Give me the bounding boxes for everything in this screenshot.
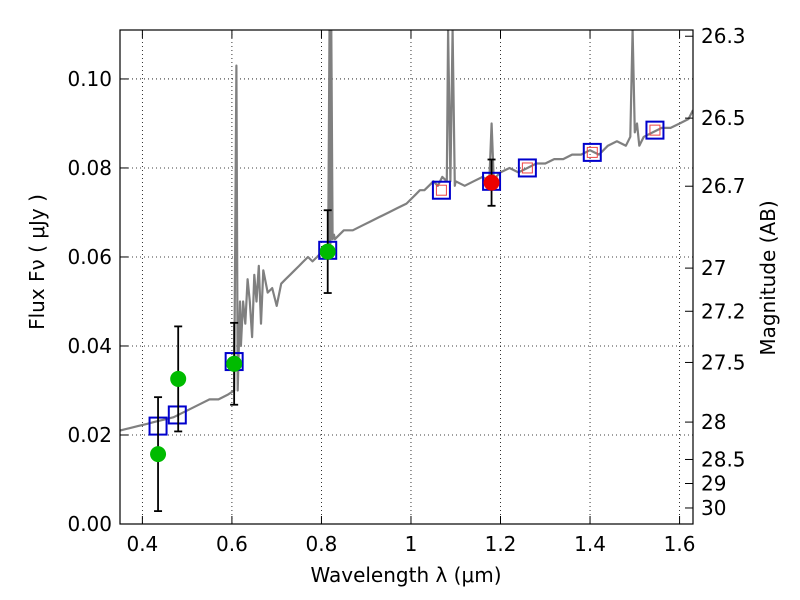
plot-area: [120, 30, 693, 512]
mag-tick-label: 27.2: [701, 299, 746, 323]
x-tick-label: 1.4: [574, 532, 606, 556]
y2-axis-label: Magnitude (AB): [756, 200, 780, 355]
plot-frame: [119, 29, 694, 525]
x-tick-label: 0.6: [216, 532, 248, 556]
model-square-marker: [582, 142, 602, 162]
x-tick-label: 1.2: [485, 532, 517, 556]
model-inner-marker: [435, 184, 447, 196]
y-tick-label: 0.10: [67, 67, 112, 91]
mag-tick-label: 30: [701, 496, 726, 520]
y-tick-label: 0.00: [67, 512, 112, 536]
mag-tick-label: 29: [701, 472, 726, 496]
x-tick-label: 1: [405, 532, 418, 556]
spectrum-line: [120, 30, 693, 432]
x-tick-label: 0.8: [306, 532, 338, 556]
mag-tick-label: 28: [701, 410, 726, 434]
model-square-marker: [517, 158, 537, 178]
mag-tick-label: 26.5: [701, 106, 746, 130]
mag-tick-label: 26.3: [701, 24, 746, 48]
x-tick-label: 1.6: [664, 532, 696, 556]
mag-tick-label: 27.5: [701, 350, 746, 374]
model-inner-marker: [649, 124, 661, 136]
y-tick-label: 0.04: [67, 334, 112, 358]
observed-green-point: [150, 446, 167, 463]
model-inner-marker: [521, 162, 533, 174]
model-square-marker: [645, 120, 665, 140]
x-tick-label: 0.4: [126, 532, 158, 556]
mag-tick-label: 27: [701, 256, 726, 280]
y-axis-label: Flux Fν ( μJy ): [25, 194, 49, 330]
model-inner-marker: [586, 146, 598, 158]
ticks: 0.4 0.6 0.8 1 1.2 1.4 1.6 0.00 0.02 0.04 0.06 0.08 0…: [67, 24, 745, 556]
model-square-marker: [431, 180, 451, 200]
observed-green-point: [170, 370, 187, 387]
x-axis-label: Wavelength λ (μm): [310, 563, 501, 587]
y-tick-label: 0.06: [67, 245, 112, 269]
observed-red-point: [483, 174, 500, 191]
plot-background: [120, 30, 693, 524]
y-tick-label: 0.08: [67, 156, 112, 180]
mag-tick-label: 26.7: [701, 174, 746, 198]
observed-green-point: [319, 243, 336, 260]
y-tick-label: 0.02: [67, 423, 112, 447]
observed-green-point: [226, 355, 243, 372]
mag-tick-label: 28.5: [701, 447, 746, 471]
